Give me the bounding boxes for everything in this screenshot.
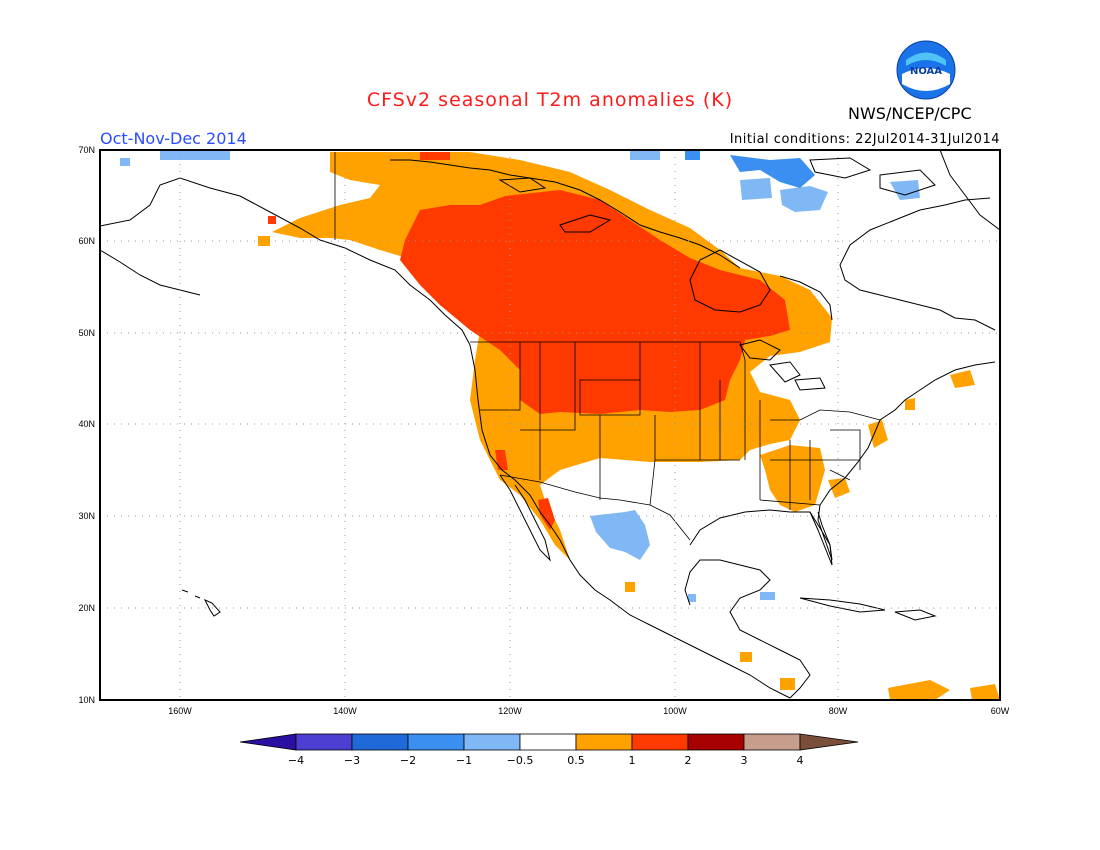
coastline-hispaniola [894,609,937,621]
noaa-logo-text: NOAA [910,66,942,77]
lon-label: 60W [991,706,1010,716]
anomaly-region-cool-1f [740,178,772,200]
colorbar-labels: −4 −3 −2 −1 −0.5 0.5 1 2 3 4 [288,754,804,767]
anomaly-region-cool-1i [760,592,775,600]
colorbar-swatch [463,733,521,751]
border-us-mexico [499,474,691,541]
gridlines [100,150,1000,700]
anomaly-region-cool-2 [685,150,815,188]
colorbar-label: −3 [344,754,360,767]
coastline-arctic-islands [498,157,936,233]
anomaly-region-warm-1e [905,398,915,410]
lon-label: 140W [333,706,357,716]
lat-label: 50N [78,328,95,338]
lon-label: 100W [663,706,687,716]
anomaly-region-warm-1f [950,370,975,388]
coastline-hawaii [181,589,221,617]
colorbar: −4 −3 −2 −1 −0.5 0.5 1 2 3 4 [239,733,859,767]
coastline-north-america [100,159,996,699]
lon-label: 120W [498,706,522,716]
anomaly-region-warm-1l [258,236,270,246]
colorbar-label: 0.5 [567,754,585,767]
colorbar-label: 4 [797,754,804,767]
coastline-florida [809,511,833,566]
colorbar-swatch [351,733,409,751]
season-label: Oct-Nov-Dec 2014 [100,129,247,148]
anomaly-region-cool-1h [688,594,696,602]
colorbar-swatch [295,733,353,751]
colorbar-label: 3 [741,754,748,767]
border-states-west [480,342,861,510]
anomaly-fill-layer [120,150,1000,700]
lat-labels: 70N 60N 50N 40N 30N 20N 10N [78,145,95,705]
anomaly-region-warm-1h [970,684,1000,700]
lat-label: 30N [78,511,95,521]
agency-label: NWS/NCEP/CPC [848,104,972,123]
coastline-baja [499,474,551,562]
anomaly-region-warm-2 [400,152,790,414]
coastline-aleutians [100,249,201,296]
anomaly-region-cool-1b [120,158,130,166]
anomaly-region-cool-1e [890,180,920,200]
lat-label: 70N [78,145,95,155]
lat-label: 20N [78,603,95,613]
coastline-cuba [799,597,886,613]
coastline-greenland [939,150,1000,231]
map-frame [99,149,1001,701]
coastline-hudson-bay [689,249,771,313]
colorbar-swatch [687,733,745,751]
colorbar-swatch [575,733,633,751]
colorbar-arrow-high [799,733,859,751]
anomaly-region-warm-2d [268,216,276,224]
colorbar-swatch [519,733,577,751]
border-states-east [759,409,881,506]
anomaly-region-warm-1j [780,678,795,690]
colorbar-label: 2 [685,754,692,767]
colorbar-swatch [407,733,465,751]
colorbar-label: −1 [456,754,472,767]
anomaly-region-warm-1g [888,680,950,700]
anomaly-region-warm-2c [538,498,555,530]
colorbar-label: −0.5 [507,754,534,767]
lat-label: 60N [78,236,95,246]
anomaly-region-warm-1d [868,420,888,448]
colorbar-arrow-low [239,733,297,751]
anomaly-region-cool-1 [160,150,230,160]
colorbar-swatch [743,733,801,751]
colorbar-swatch [631,733,689,751]
colorbar-label: 1 [629,754,636,767]
anomaly-region-cool-1g [630,150,660,160]
border-layer [334,152,881,541]
coastline-great-lakes [739,339,826,391]
anomaly-region-warm-1c [828,478,850,498]
lon-label: 160W [168,706,192,716]
anomaly-region-warm-1i [740,652,752,662]
chart-title: CFSv2 seasonal T2m anomalies (K) [366,89,734,111]
lon-labels: 160W 140W 120W 100W 80W 60W [168,706,1010,716]
anomaly-region-warm-1k [625,582,635,592]
noaa-logo-icon: NOAA [896,40,956,100]
colorbar-label: −4 [288,754,304,767]
lon-label: 80W [829,706,848,716]
border-us-canada [470,341,746,361]
anomaly-region-warm-1b [760,445,825,512]
initial-conditions-label: Initial conditions: 22Jul2014-31Jul2014 [729,132,1000,147]
anomaly-region-cool-1d [780,186,828,212]
anomaly-region-cool-1c [590,510,650,560]
lat-label: 10N [78,695,95,705]
lat-label: 40N [78,419,95,429]
colorbar-label: −2 [400,754,416,767]
coastline-layer [100,150,1000,699]
